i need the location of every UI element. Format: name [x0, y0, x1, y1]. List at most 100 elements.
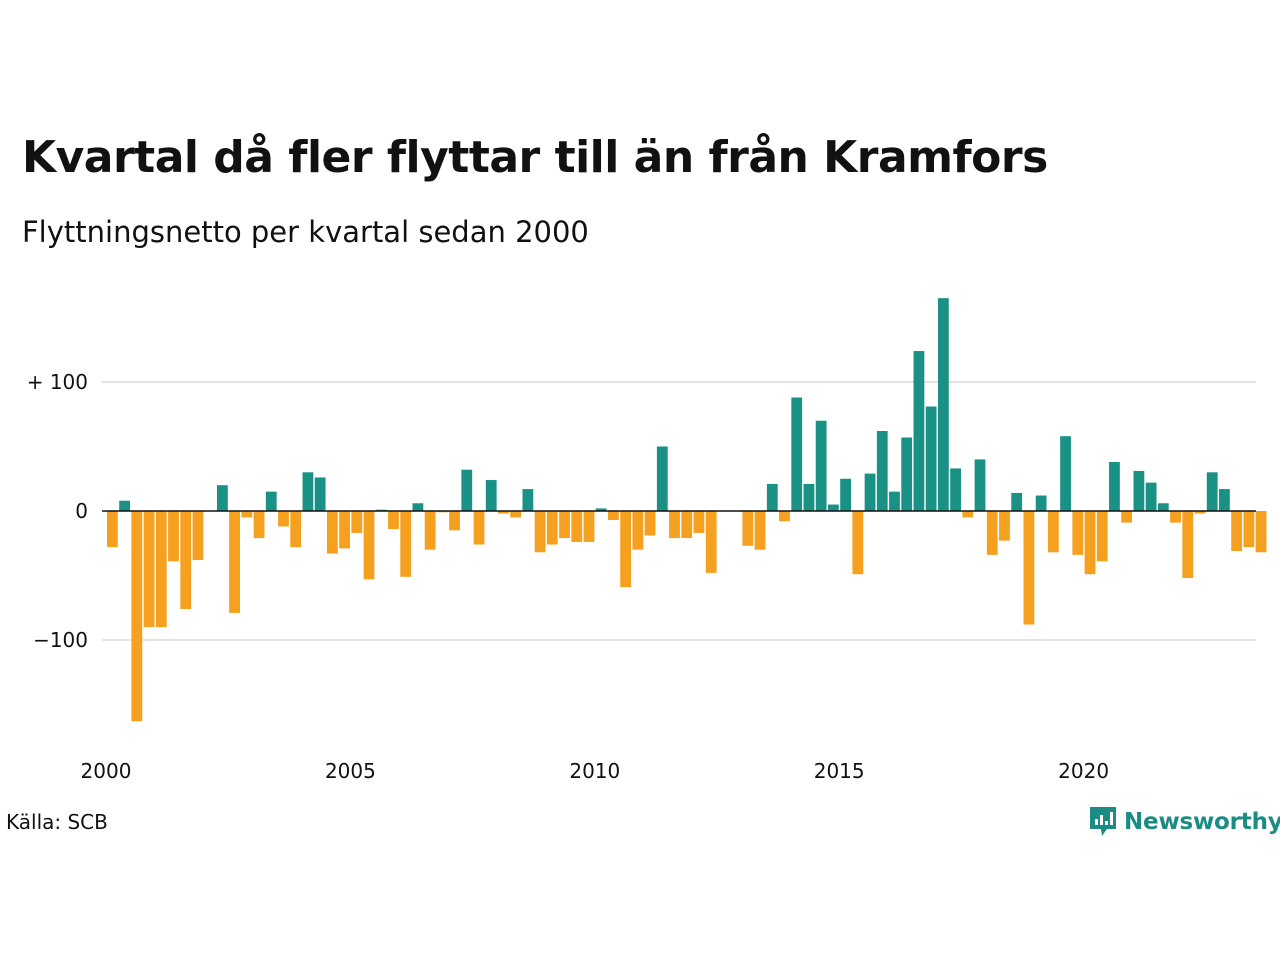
axis-layer: + 100 0 −100 2000 2005 2010 2015 2020 [27, 370, 1256, 783]
bar [901, 437, 913, 511]
bar [1109, 461, 1120, 511]
bar [913, 351, 925, 511]
bar [412, 503, 424, 511]
bar [241, 511, 253, 518]
bar [168, 511, 179, 562]
bar-layer [107, 298, 1267, 722]
bar [546, 511, 558, 545]
bar [302, 472, 314, 511]
bar [278, 511, 289, 527]
bar [705, 511, 717, 573]
bar [559, 511, 570, 539]
bar [742, 511, 754, 546]
bar [119, 500, 131, 511]
bar [216, 485, 228, 511]
bar [1121, 511, 1133, 523]
bar [510, 511, 522, 518]
bar [974, 459, 986, 511]
newsworthy-chat-bar-icon [1090, 807, 1116, 836]
y-tick-label: −100 [33, 628, 88, 652]
bar [351, 511, 363, 533]
bar [656, 446, 668, 511]
bar [950, 468, 961, 511]
bar [925, 406, 937, 511]
bar [424, 511, 436, 550]
bar [314, 477, 326, 511]
chart-subtitle: Flyttningsnetto per kvartal sedan 2000 [22, 215, 589, 249]
bar [1206, 472, 1218, 511]
bar [840, 478, 851, 511]
source-note: Källa: SCB [6, 810, 108, 834]
bar [1157, 503, 1169, 511]
bar [1219, 489, 1230, 511]
bar [999, 511, 1010, 541]
bar [290, 511, 302, 548]
brand-name: Newsworthy [1124, 809, 1280, 835]
bar [326, 511, 338, 554]
grid-layer [102, 381, 1256, 641]
bar [620, 511, 632, 588]
bar [155, 511, 167, 628]
bar [143, 511, 155, 628]
bar [485, 480, 497, 511]
bar [363, 511, 375, 580]
bar [1182, 511, 1194, 579]
bar [339, 511, 350, 549]
bar [1084, 511, 1096, 575]
brand-logo: Newsworthy [1088, 804, 1280, 840]
x-tick-label: 2015 [814, 759, 865, 783]
bar [1011, 492, 1023, 511]
bar [265, 491, 277, 511]
bar [131, 511, 143, 722]
bar [473, 511, 485, 545]
bar [779, 511, 790, 522]
bar [1035, 495, 1047, 511]
bar [1170, 511, 1181, 523]
bar [1133, 471, 1145, 511]
bar [192, 511, 204, 561]
bar [766, 483, 778, 511]
bar [1023, 511, 1035, 625]
bar [388, 511, 399, 530]
bar [498, 511, 509, 514]
bar [107, 511, 118, 548]
bar [852, 511, 864, 575]
bar [583, 511, 595, 542]
x-tick-label: 2005 [325, 759, 376, 783]
bar [229, 511, 240, 613]
bar [1255, 511, 1267, 553]
bar [937, 298, 949, 511]
bar [253, 511, 265, 539]
bar [180, 511, 192, 610]
bar [669, 511, 680, 539]
bar [803, 483, 815, 511]
bar [864, 473, 876, 511]
bar [889, 491, 900, 511]
bar [1096, 511, 1108, 562]
chart-title: Kvartal då fler flyttar till än från Kra… [22, 132, 1048, 183]
bar [986, 511, 998, 555]
bar [534, 511, 546, 553]
bar [754, 511, 766, 550]
bar [1072, 511, 1084, 555]
bar [791, 397, 803, 511]
bar [693, 511, 705, 533]
bar [1047, 511, 1059, 553]
bar [827, 504, 839, 511]
bar [608, 511, 619, 521]
bar [1145, 482, 1157, 511]
bar [461, 469, 473, 511]
bar [595, 508, 607, 511]
bar [1243, 511, 1255, 548]
x-tick-label: 2010 [569, 759, 620, 783]
bar [632, 511, 644, 550]
x-tick-label: 2000 [81, 759, 132, 783]
bar [449, 511, 460, 531]
bar [1060, 436, 1071, 511]
bar [815, 420, 827, 511]
bar [400, 511, 412, 577]
bar [876, 431, 888, 511]
x-tick-label: 2020 [1058, 759, 1109, 783]
bar [962, 511, 974, 518]
